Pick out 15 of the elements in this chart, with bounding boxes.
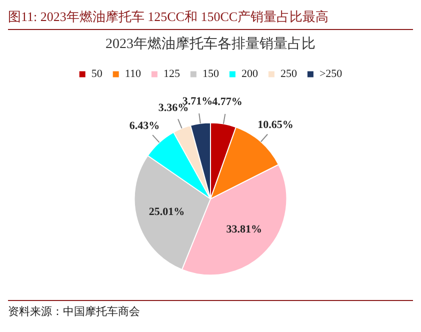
legend-label: >250 [319, 68, 343, 80]
legend-label: 150 [202, 68, 220, 80]
legend-label: 125 [163, 68, 180, 80]
chart-title: 图11: 2023年燃油摩托车 125CC和 150CC产销量占比最高 [8, 8, 413, 30]
data-label: 25.01% [148, 206, 185, 218]
legend-label: 50 [91, 68, 103, 80]
data-label: 10.65% [258, 119, 294, 132]
chart-subtitle: 2023年燃油摩托车各排量销量占比 [106, 36, 316, 52]
text: 资料来源：中国摩托车商会 [8, 300, 413, 319]
data-label: 33.81% [226, 224, 262, 236]
data-label: 4.77% [212, 96, 242, 108]
legend-label: 250 [280, 68, 298, 80]
legend-label: 200 [241, 68, 258, 80]
data-label: 6.43% [129, 120, 160, 132]
legend-label: 110 [124, 68, 142, 80]
